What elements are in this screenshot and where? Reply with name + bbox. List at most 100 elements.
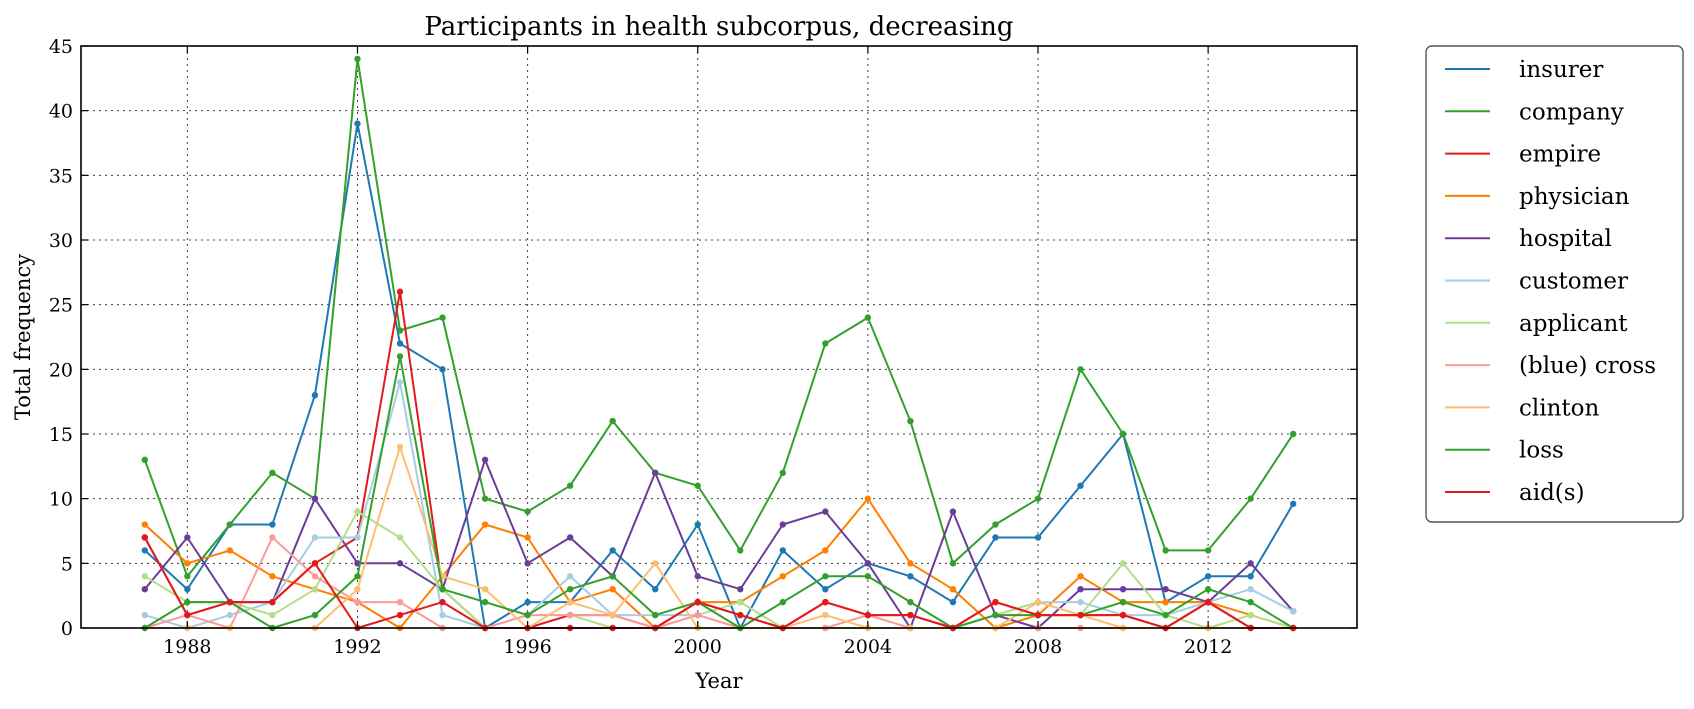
data-point (311, 611, 319, 619)
data-point (737, 598, 744, 606)
data-point (396, 598, 404, 606)
data-point (1077, 586, 1084, 593)
data-point (1204, 547, 1212, 554)
chart-title: Participants in health subcorpus, decrea… (424, 12, 1013, 42)
data-point (1077, 573, 1084, 580)
data-point (481, 521, 489, 528)
data-point (184, 586, 191, 593)
data-point (396, 611, 404, 619)
data-point (779, 573, 786, 580)
data-point (949, 560, 957, 567)
data-point (694, 598, 701, 606)
data-point (184, 611, 191, 619)
data-point (184, 560, 191, 567)
data-point (396, 353, 404, 360)
legend-label: customer (1519, 269, 1628, 295)
plot-frame (80, 45, 1358, 629)
data-point (822, 547, 829, 554)
data-point (354, 120, 361, 127)
data-point (566, 611, 574, 619)
data-point (907, 598, 914, 606)
data-point (694, 521, 701, 528)
data-point (652, 586, 659, 593)
y-tick-label: 20 (49, 359, 73, 381)
data-point (1119, 586, 1127, 593)
data-point (269, 469, 276, 476)
data-point (949, 586, 957, 593)
data-point (1119, 598, 1127, 606)
data-point (269, 573, 276, 580)
data-point (694, 611, 701, 619)
legend-items: insurer company empire physician hospital cus… (1445, 57, 1656, 506)
data-point (609, 611, 616, 619)
data-point (694, 573, 701, 580)
data-point (822, 340, 829, 347)
data-point (737, 611, 744, 619)
series (141, 379, 1297, 632)
data-point (439, 314, 446, 321)
data-point (269, 611, 276, 619)
data-point (1247, 586, 1254, 593)
legend-item: hospital (1445, 226, 1612, 252)
data-point (396, 288, 404, 295)
data-point (141, 611, 148, 619)
data-point (1290, 607, 1297, 615)
data-point (609, 417, 616, 425)
data-point (992, 534, 999, 541)
series-line (144, 510, 1294, 629)
legend-label: (blue) cross (1519, 353, 1656, 379)
data-point (354, 573, 361, 580)
data-point (311, 586, 319, 593)
data-point (1290, 430, 1297, 438)
data-point (524, 508, 531, 515)
data-point (439, 611, 446, 619)
y-tick-label: 45 (49, 36, 73, 58)
data-point (652, 469, 659, 476)
legend-item: clinton (1445, 395, 1599, 421)
series-line (143, 57, 1295, 578)
y-tick-label: 10 (49, 489, 73, 511)
legend-item: loss (1445, 438, 1564, 464)
data-point (141, 456, 148, 464)
data-point (1034, 611, 1042, 619)
legend-label: aid(s) (1519, 480, 1585, 506)
data-point (141, 586, 148, 593)
legend-item: applicant (1445, 311, 1628, 337)
data-point (269, 521, 276, 528)
x-tick-label: 2000 (674, 636, 722, 658)
data-point (354, 598, 361, 606)
legend-label: empire (1519, 142, 1601, 168)
data-point (1290, 500, 1297, 508)
data-point (1162, 611, 1169, 619)
legend-label: clinton (1519, 395, 1599, 421)
data-point (439, 598, 446, 606)
y-tick-label: 5 (61, 553, 73, 575)
legend-label: hospital (1519, 226, 1612, 252)
data-point (1204, 573, 1212, 580)
data-point (1247, 573, 1254, 580)
y-tick-label: 0 (61, 618, 73, 640)
data-point (1119, 430, 1127, 438)
legend-item: empire (1445, 142, 1601, 168)
data-point (354, 55, 361, 63)
legend: insurer company empire physician hospital cus… (1425, 45, 1684, 523)
y-axis-label: Total frequency (11, 254, 35, 420)
data-point (566, 482, 574, 489)
data-point (822, 611, 829, 619)
data-point (609, 573, 616, 580)
data-point (1247, 611, 1254, 619)
data-point (226, 611, 234, 619)
data-point (269, 534, 276, 541)
data-point (481, 456, 489, 464)
data-point (481, 495, 489, 502)
y-tick-label: 30 (49, 230, 73, 252)
data-point (354, 534, 361, 541)
data-point (779, 521, 786, 528)
data-point (609, 586, 616, 593)
data-point (864, 560, 872, 567)
y-tick-label: 40 (49, 101, 73, 123)
data-point (822, 573, 829, 580)
series-line (144, 122, 1295, 629)
